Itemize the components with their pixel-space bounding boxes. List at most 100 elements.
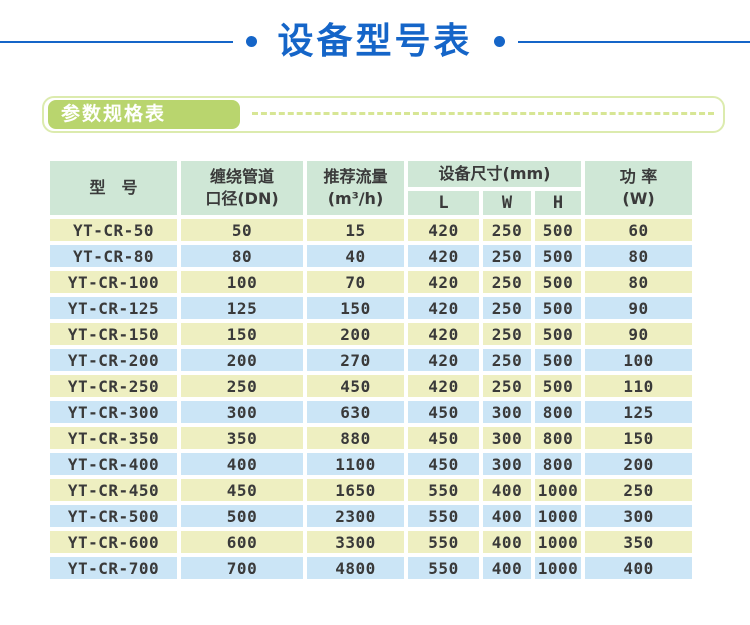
table-row: YT-CR-300 300 630 450 300 800 125 [50, 401, 693, 423]
cell-power: 300 [585, 505, 693, 527]
cell-pipe-diameter: 250 [181, 375, 303, 397]
table-row: YT-CR-450 450 1650 550 400 1000 250 [50, 479, 693, 501]
cell-model: YT-CR-450 [50, 479, 177, 501]
table-row: YT-CR-400 400 1100 450 300 800 200 [50, 453, 693, 475]
cell-dim-w: 250 [483, 323, 531, 345]
cell-dim-l: 450 [408, 427, 479, 449]
cell-dim-l: 420 [408, 323, 479, 345]
cell-power: 80 [585, 271, 693, 293]
section-banner: 参数规格表 [42, 96, 725, 133]
cell-power: 250 [585, 479, 693, 501]
cell-dim-l: 550 [408, 505, 479, 527]
header-flow-line2: (m³/h) [327, 189, 384, 208]
cell-pipe-diameter: 300 [181, 401, 303, 423]
page-title: 设备型号表 [277, 21, 473, 62]
table-row: YT-CR-125 125 150 420 250 500 90 [50, 297, 693, 319]
cell-dim-l: 420 [408, 245, 479, 267]
cell-dim-h: 800 [535, 401, 582, 423]
cell-model: YT-CR-50 [50, 219, 177, 241]
cell-model: YT-CR-700 [50, 557, 177, 579]
cell-dim-l: 550 [408, 531, 479, 553]
spec-table: 型 号 缠绕管道 口径(DN) 推荐流量 (m³/h) 设备尺寸(mm) 功 率… [46, 157, 696, 583]
cell-pipe-diameter: 50 [181, 219, 303, 241]
cell-dim-l: 450 [408, 401, 479, 423]
cell-flow: 1650 [307, 479, 404, 501]
cell-dim-w: 250 [483, 271, 531, 293]
cell-flow: 15 [307, 219, 404, 241]
cell-pipe-diameter: 400 [181, 453, 303, 475]
cell-dim-w: 400 [483, 557, 531, 579]
cell-power: 200 [585, 453, 693, 475]
cell-dim-w: 300 [483, 453, 531, 475]
cell-flow: 4800 [307, 557, 404, 579]
cell-power: 400 [585, 557, 693, 579]
cell-dim-l: 420 [408, 271, 479, 293]
cell-dim-w: 250 [483, 375, 531, 397]
table-row: YT-CR-500 500 2300 550 400 1000 300 [50, 505, 693, 527]
cell-flow: 450 [307, 375, 404, 397]
header-dimensions-group: 设备尺寸(mm) [408, 161, 582, 187]
cell-flow: 150 [307, 297, 404, 319]
cell-power: 125 [585, 401, 693, 423]
cell-power: 60 [585, 219, 693, 241]
cell-model: YT-CR-80 [50, 245, 177, 267]
cell-pipe-diameter: 350 [181, 427, 303, 449]
header-flow-line1: 推荐流量 [323, 167, 388, 187]
cell-dim-h: 500 [535, 271, 582, 293]
cell-model: YT-CR-500 [50, 505, 177, 527]
cell-flow: 70 [307, 271, 404, 293]
header-dim-w: W [483, 191, 531, 215]
cell-dim-h: 1000 [535, 479, 582, 501]
cell-pipe-diameter: 80 [181, 245, 303, 267]
title-dot-right-icon [493, 36, 505, 48]
cell-dim-w: 300 [483, 427, 531, 449]
section-banner-label: 参数规格表 [48, 100, 240, 129]
cell-dim-h: 1000 [535, 505, 582, 527]
cell-model: YT-CR-300 [50, 401, 177, 423]
cell-dim-l: 420 [408, 349, 479, 371]
cell-dim-h: 1000 [535, 531, 582, 553]
cell-pipe-diameter: 100 [181, 271, 303, 293]
cell-dim-w: 250 [483, 245, 531, 267]
cell-model: YT-CR-250 [50, 375, 177, 397]
cell-dim-l: 450 [408, 453, 479, 475]
cell-dim-l: 420 [408, 297, 479, 319]
cell-dim-h: 500 [535, 297, 582, 319]
header-power-line1: 功 率 [619, 167, 658, 187]
cell-flow: 270 [307, 349, 404, 371]
cell-dim-l: 420 [408, 375, 479, 397]
cell-power: 110 [585, 375, 693, 397]
cell-flow: 3300 [307, 531, 404, 553]
cell-power: 80 [585, 245, 693, 267]
cell-dim-w: 250 [483, 297, 531, 319]
table-row: YT-CR-700 700 4800 550 400 1000 400 [50, 557, 693, 579]
cell-dim-h: 500 [535, 323, 582, 345]
cell-dim-l: 550 [408, 479, 479, 501]
cell-pipe-diameter: 450 [181, 479, 303, 501]
cell-dim-w: 400 [483, 479, 531, 501]
banner-dashed-line [252, 112, 714, 115]
table-row: YT-CR-150 150 200 420 250 500 90 [50, 323, 693, 345]
cell-model: YT-CR-400 [50, 453, 177, 475]
title-line-right [517, 40, 750, 43]
cell-pipe-diameter: 700 [181, 557, 303, 579]
cell-dim-h: 500 [535, 375, 582, 397]
table-row: YT-CR-50 50 15 420 250 500 60 [50, 219, 693, 241]
table-row: YT-CR-200 200 270 420 250 500 100 [50, 349, 693, 371]
header-dim-h: H [535, 191, 582, 215]
cell-pipe-diameter: 600 [181, 531, 303, 553]
cell-power: 350 [585, 531, 693, 553]
cell-flow: 40 [307, 245, 404, 267]
cell-model: YT-CR-125 [50, 297, 177, 319]
cell-dim-l: 550 [408, 557, 479, 579]
cell-pipe-diameter: 500 [181, 505, 303, 527]
table-row: YT-CR-600 600 3300 550 400 1000 350 [50, 531, 693, 553]
cell-flow: 2300 [307, 505, 404, 527]
table-row: YT-CR-80 80 40 420 250 500 80 [50, 245, 693, 267]
header-power-line2: (W) [622, 189, 655, 208]
cell-model: YT-CR-100 [50, 271, 177, 293]
cell-dim-h: 500 [535, 245, 582, 267]
header-pipe-line2: 口径(DN) [205, 189, 279, 208]
cell-dim-h: 800 [535, 427, 582, 449]
